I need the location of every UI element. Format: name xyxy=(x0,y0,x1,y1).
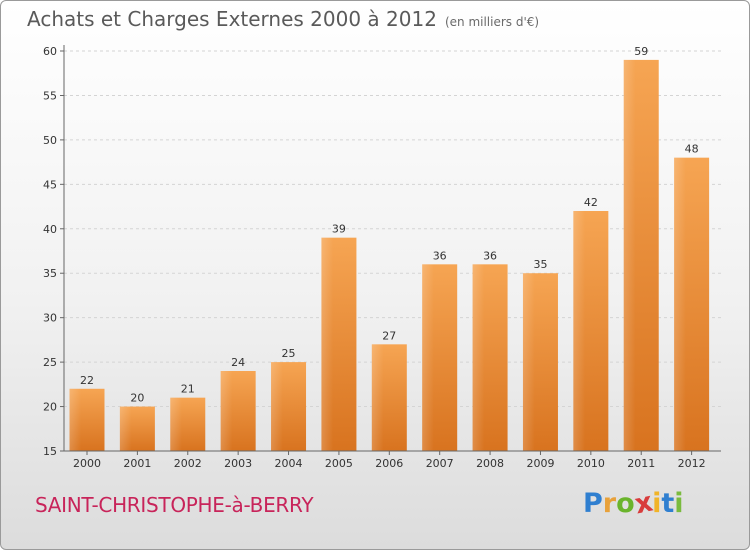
data-label: 20 xyxy=(130,392,144,405)
brand-letter: i xyxy=(674,488,684,519)
proxiti-logo[interactable]: Proxiti xyxy=(583,487,684,521)
y-axis: 15 20 25 30 35 40 45 50 55 60 xyxy=(43,45,65,458)
bar-highlight xyxy=(522,273,535,451)
y-tick-label: 60 xyxy=(43,45,57,58)
data-label: 21 xyxy=(181,383,195,396)
x-tick-label: 2008 xyxy=(476,457,504,470)
x-tick-label: 2009 xyxy=(526,457,554,470)
bar-highlight xyxy=(271,362,283,451)
y-tick-label: 50 xyxy=(43,134,57,147)
bar-highlight xyxy=(573,211,586,451)
y-tick-label: 40 xyxy=(43,223,57,236)
town-name: SAINT-CHRISTOPHE-à-BERRY xyxy=(35,493,314,517)
chart-title: Achats et Charges Externes 2000 à 2012 (e… xyxy=(27,7,539,31)
brand-letter: o xyxy=(616,488,635,519)
data-label: 42 xyxy=(584,196,598,209)
bar-highlight xyxy=(674,157,686,451)
data-label: 22 xyxy=(80,374,94,387)
x-tick-label: 2002 xyxy=(174,457,202,470)
x-tick-label: 2007 xyxy=(426,457,454,470)
y-tick-label: 30 xyxy=(43,312,57,325)
y-tick-label: 45 xyxy=(43,178,57,191)
bar-highlight xyxy=(371,344,384,451)
y-tick-label: 25 xyxy=(43,356,57,369)
y-tick-label: 55 xyxy=(43,89,57,102)
brand-letter: t xyxy=(661,488,675,519)
data-label: 27 xyxy=(382,329,396,342)
x-tick-label: 2010 xyxy=(577,457,605,470)
x-tick-label: 2004 xyxy=(275,457,303,470)
x-tick-label: 2006 xyxy=(375,457,403,470)
data-label: 24 xyxy=(231,356,245,369)
bar-highlight xyxy=(422,264,434,451)
y-tick-label: 35 xyxy=(43,267,57,280)
data-label: 35 xyxy=(533,258,547,271)
data-label: 36 xyxy=(433,249,447,262)
bar-highlight xyxy=(220,371,233,451)
bar-highlight xyxy=(170,397,182,451)
x-tick-label: 2000 xyxy=(73,457,101,470)
bars: 22 20 21 24 25 39 27 36 36 35 42 59 48 xyxy=(69,45,710,452)
bar-highlight xyxy=(69,388,82,451)
bar-highlight xyxy=(472,264,485,451)
bar-highlight xyxy=(119,406,132,451)
x-axis: 2000 2001 2002 2003 2004 2005 2006 2007 2008 2009… xyxy=(64,450,721,470)
bar-highlight xyxy=(623,59,636,452)
data-label: 36 xyxy=(483,249,497,262)
brand-letter: P xyxy=(583,488,603,519)
chart-title-text: Achats et Charges Externes 2000 à 2012 xyxy=(27,7,437,31)
brand-letter: r xyxy=(602,488,617,519)
x-tick-label: 2011 xyxy=(627,457,655,470)
y-tick-label: 15 xyxy=(43,445,57,458)
y-tick-label: 20 xyxy=(43,401,57,414)
data-label: 39 xyxy=(332,223,346,236)
chart-subtitle: (en milliers d'€) xyxy=(444,15,540,29)
data-label: 25 xyxy=(282,347,296,360)
data-label: 48 xyxy=(685,143,699,156)
x-tick-label: 2001 xyxy=(123,457,151,470)
x-tick-label: 2005 xyxy=(325,457,353,470)
x-tick-label: 2003 xyxy=(224,457,252,470)
bar-highlight xyxy=(321,237,334,451)
data-label: 59 xyxy=(634,45,648,58)
x-tick-label: 2012 xyxy=(678,457,706,470)
grid-lines xyxy=(64,50,721,408)
brand-letter: i xyxy=(652,488,662,519)
